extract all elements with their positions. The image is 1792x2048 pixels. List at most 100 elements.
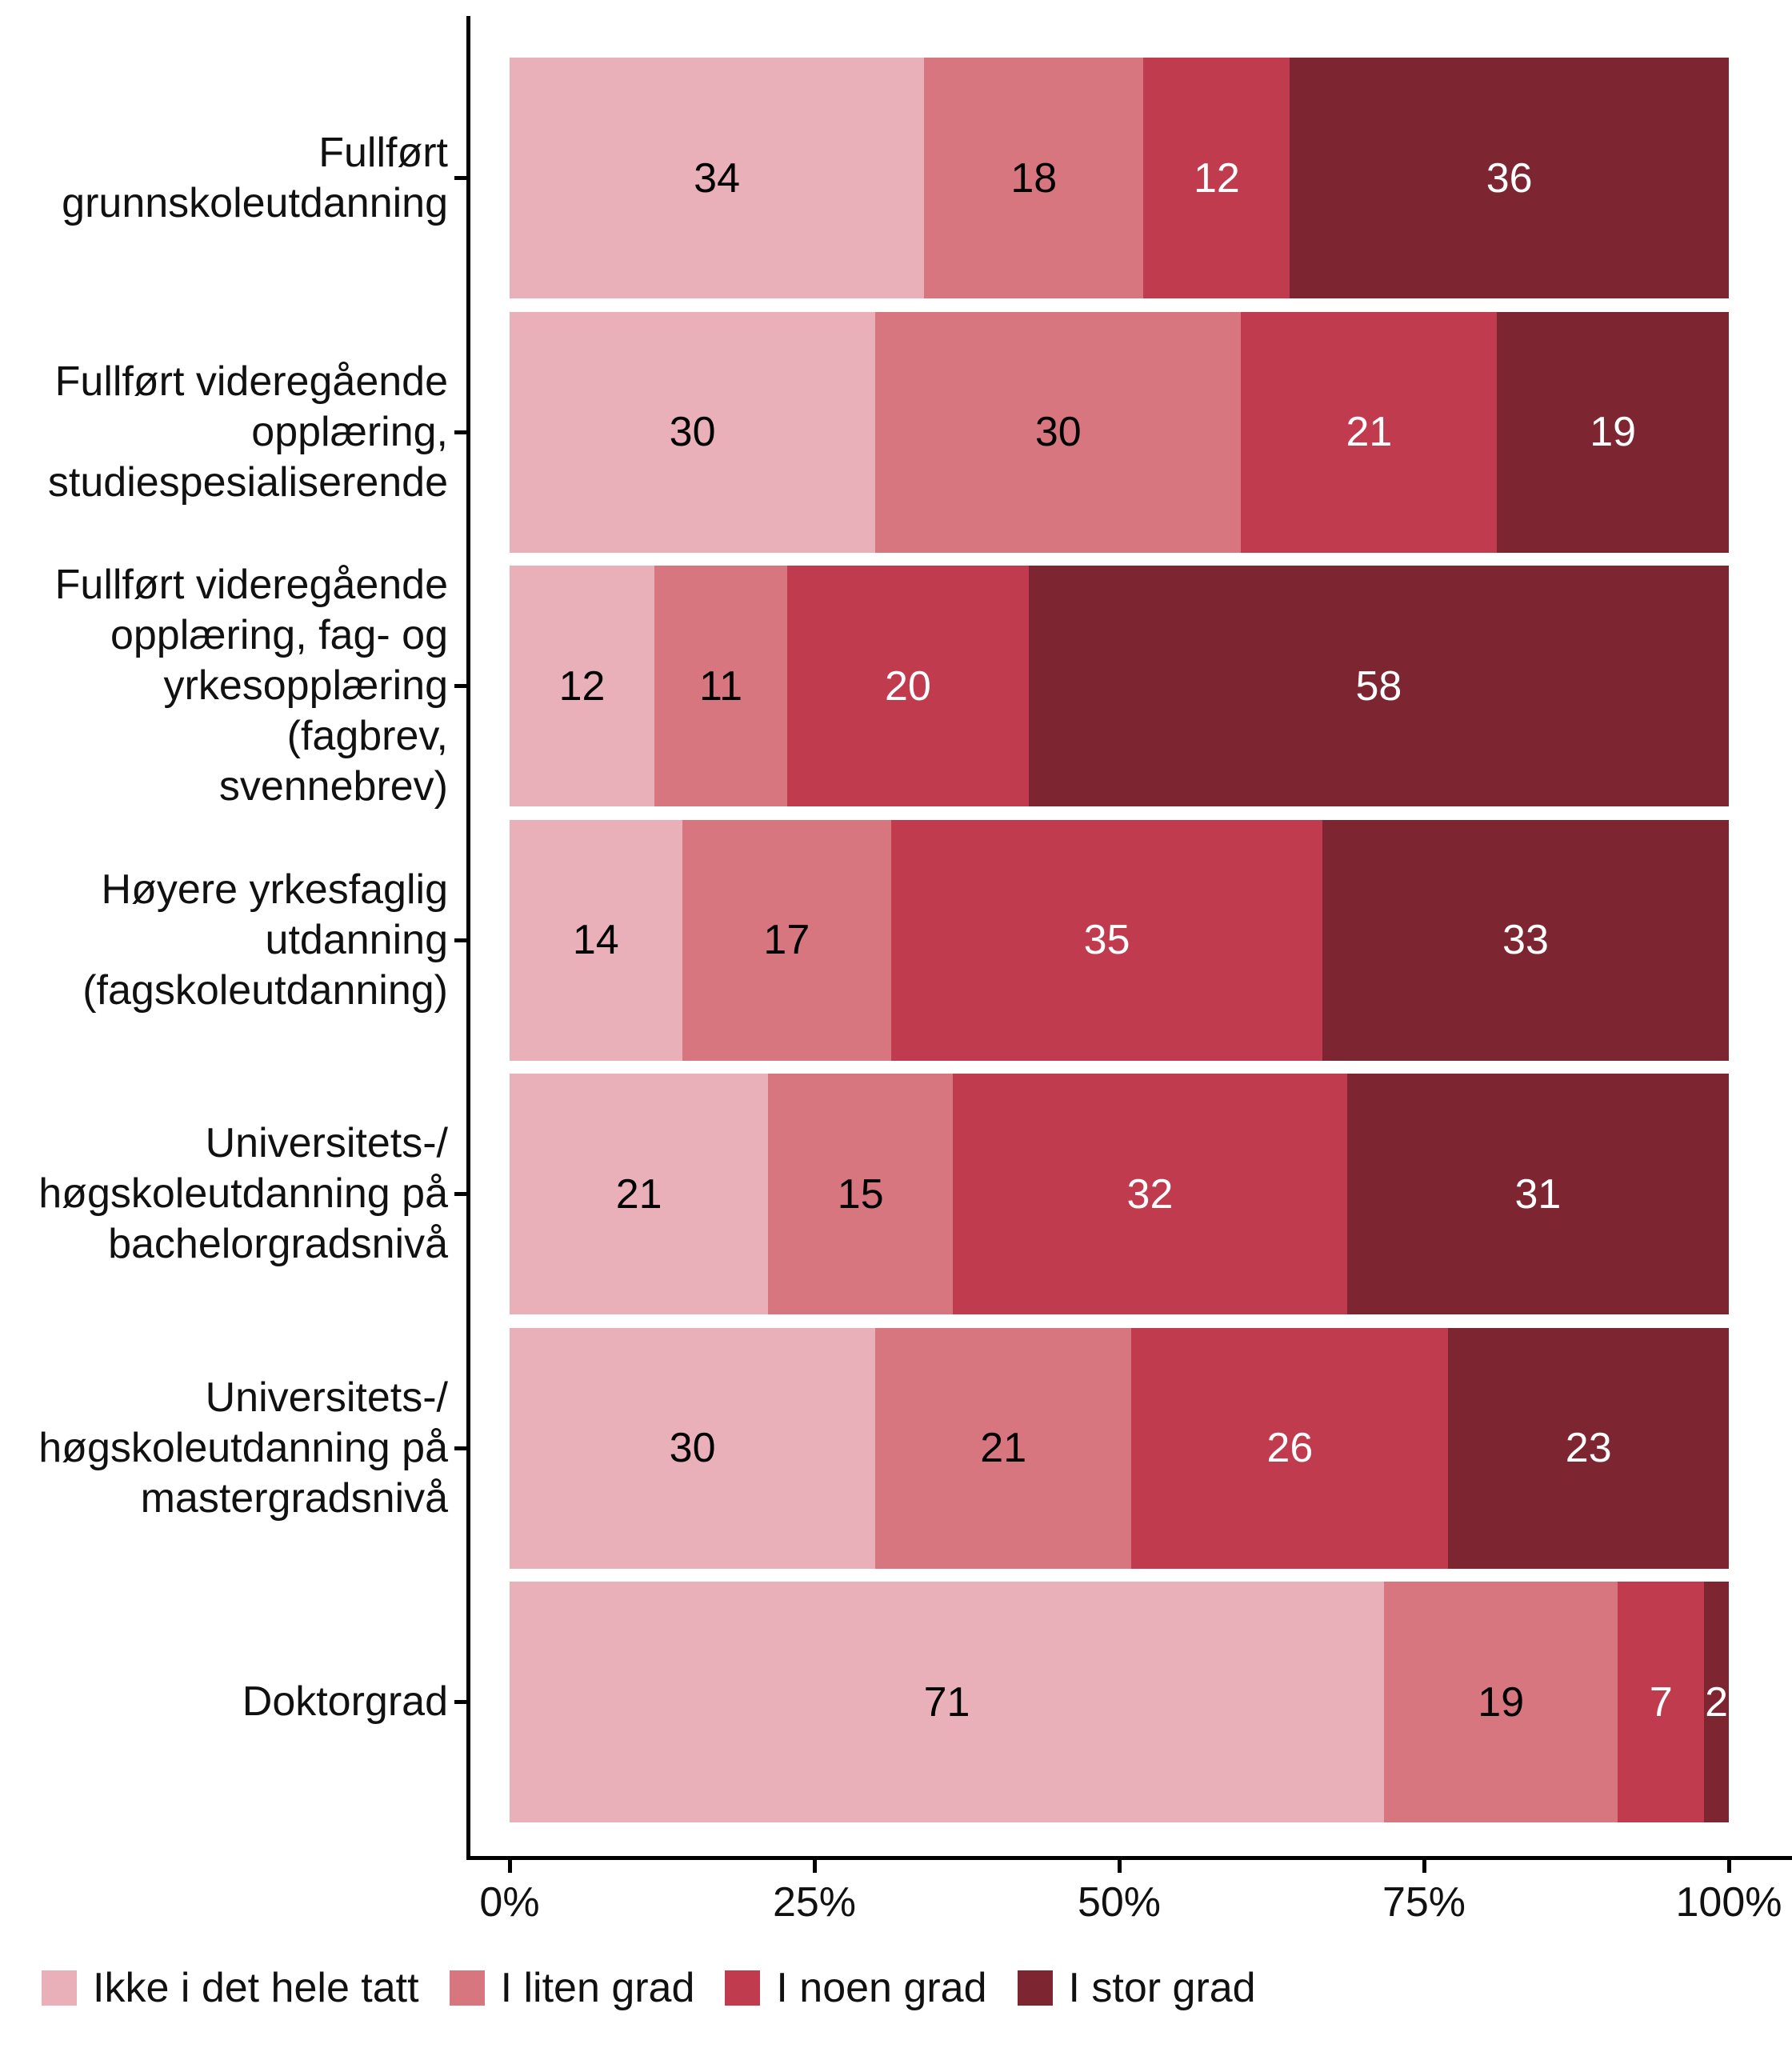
x-axis-line [466,1856,1792,1860]
y-axis-tick [454,1192,466,1196]
x-axis-tick [812,1860,817,1873]
segment-value-label: 31 [1514,1170,1562,1218]
legend-label: I stor grad [1068,1965,1256,2011]
legend-item: I stor grad [1017,1964,1256,2012]
x-axis-tick [1422,1860,1426,1873]
x-axis-tick-label: 50% [1077,1879,1162,1926]
legend-item: I noen grad [725,1964,987,2012]
segment-value-label: 17 [763,917,810,963]
bar-segment: 30 [510,1327,876,1569]
legend-swatch [449,1970,485,2006]
bar-segment: 11 [654,566,788,806]
category-label: Fullført grunnskoleutdanning [62,129,448,226]
legend-label: I noen grad [776,1965,987,2011]
category-label: Høyere yrkesfaglig utdanning (fagskoleut… [82,866,448,1014]
bar-segment: 36 [1290,58,1729,298]
legend-item: I liten grad [449,1964,695,2012]
bar-segment: 21 [875,1327,1132,1569]
segment-value-label: 21 [1346,409,1393,455]
y-axis-tick [454,1446,466,1450]
bar-segment: 12 [510,566,655,806]
bar-segment: 35 [891,819,1322,1061]
y-axis-tick [454,176,466,180]
bar-segment: 71 [510,1582,1384,1822]
segment-value-label: 21 [615,1170,662,1218]
bar-row: 30 21 26 23 [510,1327,1729,1569]
legend-swatch [725,1970,761,2006]
bar-segment: 7 [1618,1582,1705,1822]
legend-swatch [42,1970,77,2006]
x-axis-tick [1117,1860,1122,1873]
y-axis-tick [454,684,466,688]
y-axis-tick [454,938,466,942]
bar-segment: 19 [1497,311,1729,553]
category-label: Universitets-/ høgskoleutdanning på mast… [38,1374,448,1522]
chart-legend: Ikke i det hele tatt I liten grad I noen g… [42,1965,1256,2011]
segment-value-label: 19 [1478,1678,1525,1726]
y-axis-tick [454,430,466,434]
bar-segment: 23 [1448,1327,1729,1569]
x-axis-tick-label: 0% [479,1879,540,1926]
category-label: Doktorgrad [242,1678,448,1725]
segment-value-label: 15 [837,1170,884,1218]
legend-item: Ikke i det hele tatt [42,1964,419,2012]
y-axis-tick [454,1700,466,1704]
segment-value-label: 7 [1649,1678,1673,1726]
segment-value-label: 35 [1083,917,1130,963]
bar-segment: 34 [510,58,925,298]
y-axis-line [466,16,470,1860]
segment-value-label: 23 [1565,1425,1612,1471]
segment-value-label: 21 [980,1425,1027,1471]
bar-row: 34 18 12 36 [510,58,1729,298]
legend-label: Ikke i det hele tatt [93,1965,419,2011]
bar-row: 30 30 21 19 [510,311,1729,553]
bar-segment: 2 [1704,1582,1729,1822]
bar-segment: 33 [1322,819,1729,1061]
legend-swatch [1017,1970,1053,2006]
bar-segment: 58 [1028,566,1729,806]
segment-value-label: 30 [669,409,716,455]
segment-value-label: 18 [1010,154,1058,202]
segment-value-label: 2 [1705,1678,1729,1726]
bar-segment: 21 [510,1074,769,1314]
segment-value-label: 11 [699,662,743,710]
bar-segment: 20 [787,566,1029,806]
bar-segment: 14 [510,819,682,1061]
bar-segment: 32 [953,1074,1347,1314]
segment-value-label: 32 [1126,1170,1174,1218]
x-axis-tick [1726,1860,1731,1873]
bar-segment: 19 [1383,1582,1618,1822]
category-label: Fullført videregående opplæring, fag- og… [54,562,448,810]
segment-value-label: 71 [923,1678,970,1726]
segment-value-label: 30 [669,1425,716,1471]
segment-value-label: 12 [558,662,606,710]
segment-value-label: 36 [1486,154,1533,202]
segment-value-label: 58 [1355,662,1402,710]
bar-segment: 30 [875,311,1242,553]
segment-value-label: 19 [1590,409,1637,455]
bar-segment: 12 [1143,58,1290,298]
bar-row: 21 15 32 31 [510,1074,1729,1314]
bar-segment: 17 [682,819,892,1061]
segment-value-label: 14 [572,917,619,963]
bar-segment: 30 [510,311,876,553]
bar-segment: 21 [1241,311,1498,553]
category-label: Universitets-/ høgskoleutdanning på bach… [38,1120,448,1267]
x-axis-tick-label: 25% [772,1879,857,1926]
bar-row: 12 11 20 58 [510,566,1729,806]
bar-row: 71 19 7 2 [510,1582,1729,1822]
segment-value-label: 34 [694,154,740,202]
x-axis-tick [507,1860,512,1873]
x-axis-tick-label: 100% [1675,1879,1782,1926]
segment-value-label: 12 [1193,154,1240,202]
segment-value-label: 20 [885,662,931,710]
bar-segment: 31 [1346,1074,1729,1314]
legend-label: I liten grad [500,1965,695,2011]
x-axis-tick-label: 75% [1382,1879,1466,1926]
segment-value-label: 30 [1034,409,1082,455]
bar-row: 14 17 35 33 [510,819,1729,1061]
bar-segment: 15 [768,1074,954,1314]
category-label: Fullført videregående opplæring, studies… [47,358,448,506]
bar-segment: 26 [1131,1327,1449,1569]
